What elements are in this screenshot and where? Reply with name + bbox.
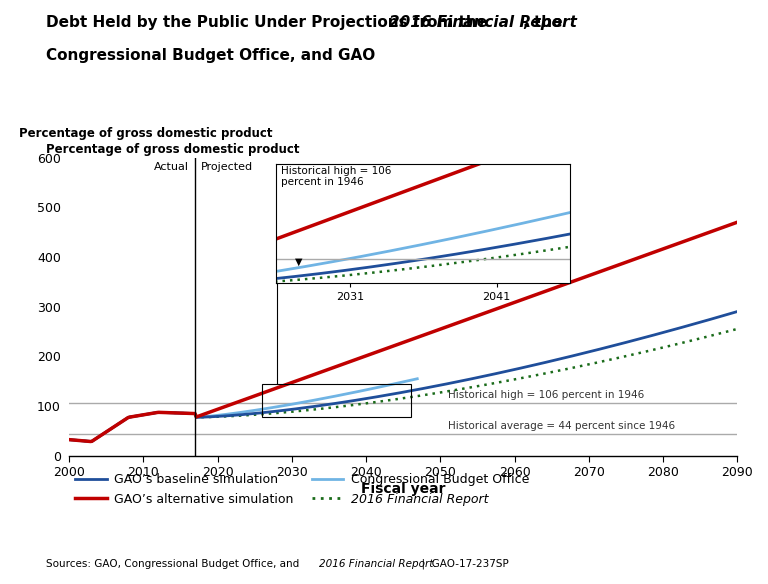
Text: , the: , the (523, 15, 562, 30)
Text: Percentage of gross domestic product: Percentage of gross domestic product (46, 143, 300, 156)
Text: Debt Held by the Public Under Projections from the: Debt Held by the Public Under Projection… (46, 15, 492, 30)
Text: Historical average = 44 percent since 1946: Historical average = 44 percent since 19… (448, 421, 675, 431)
Text: Actual: Actual (154, 162, 190, 172)
Text: Sources: GAO, Congressional Budget Office, and: Sources: GAO, Congressional Budget Offic… (46, 559, 303, 569)
Text: Congressional Budget Office, and GAO: Congressional Budget Office, and GAO (46, 48, 376, 64)
X-axis label: Fiscal year: Fiscal year (361, 482, 445, 496)
Legend: GAO’s baseline simulation, GAO’s alternative simulation, Congressional Budget Of: GAO’s baseline simulation, GAO’s alterna… (75, 474, 529, 506)
Bar (262, 384, 411, 418)
Text: |  GAO-17-237SP: | GAO-17-237SP (415, 559, 509, 569)
Text: Historical high = 106 percent in 1946: Historical high = 106 percent in 1946 (448, 391, 644, 401)
Text: Percentage of gross domestic product: Percentage of gross domestic product (19, 127, 273, 140)
Text: Projected: Projected (201, 162, 253, 172)
Text: 2016 Financial Report: 2016 Financial Report (389, 15, 577, 30)
Text: 2016 Financial Report.: 2016 Financial Report. (319, 559, 437, 569)
